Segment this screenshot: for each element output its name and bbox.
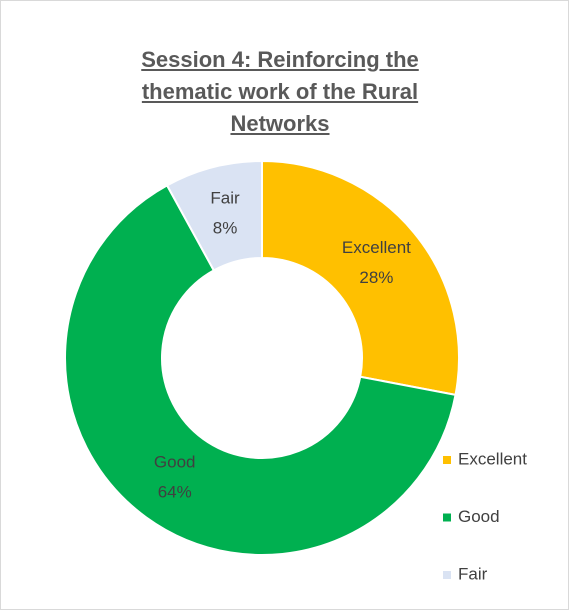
legend-swatch [443,571,451,579]
data-label-value: 8% [213,219,238,238]
data-label-value: 64% [158,483,192,502]
donut-slice [261,159,460,397]
legend-label: Excellent [458,449,527,468]
chart-title: Session 4: Reinforcing the thematic work… [141,47,419,136]
donut-slice [165,159,263,272]
legend-swatch [443,513,451,522]
legend-label: Good [458,507,500,526]
donut-slice [64,184,457,556]
data-label-category: Good [154,453,196,472]
data-label-category: Excellent [342,238,411,257]
legend-swatch [443,456,451,464]
data-label-category: Fair [210,189,240,208]
legend-label: Fair [458,564,488,583]
data-label-value: 28% [359,268,393,287]
